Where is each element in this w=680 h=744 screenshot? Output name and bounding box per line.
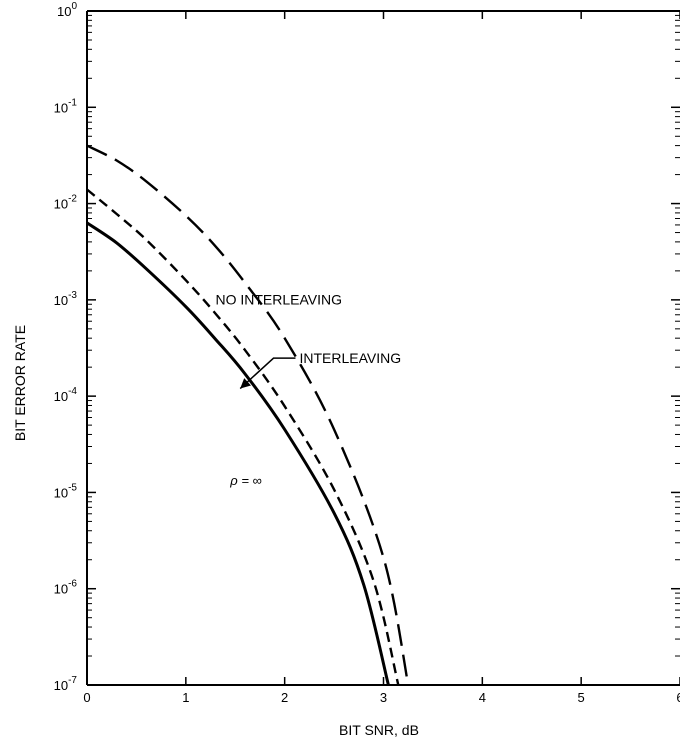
y-tick-label: 10-6 [54, 579, 78, 597]
x-tick-label: 4 [479, 690, 486, 705]
annotation-interleaving: INTERLEAVING [299, 350, 401, 366]
series-line-solid [86, 221, 390, 686]
right-axis-ticks [671, 10, 680, 686]
y-tick-label-exponent: -7 [68, 675, 77, 686]
x-tick-label: 5 [578, 690, 585, 705]
y-tick-label-base: 10 [57, 4, 71, 19]
y-tick-label-base: 10 [54, 678, 68, 693]
y-tick-label-exponent: -6 [68, 579, 77, 590]
y-tick-label: 10-7 [54, 675, 78, 693]
y-tick-label: 10-1 [54, 97, 78, 115]
y-tick-label-exponent: -5 [68, 482, 77, 493]
x-tick-label: 3 [380, 690, 387, 705]
x-tick-label: 2 [281, 690, 288, 705]
annotation-no-interleaving: NO INTERLEAVING [215, 291, 342, 307]
y-tick-label: 10-5 [54, 482, 78, 500]
y-tick-label-base: 10 [54, 293, 68, 308]
interleaving-leader-line [239, 357, 296, 390]
x-tick-label: 1 [182, 690, 189, 705]
y-tick-label-base: 10 [54, 582, 68, 597]
y-tick-label: 100 [57, 1, 77, 19]
y-tick-label-exponent: -4 [68, 386, 77, 397]
y-tick-label-exponent: -2 [68, 194, 77, 205]
plot-frame [86, 10, 680, 686]
y-tick-label-base: 10 [54, 100, 68, 115]
y-axis-label: BIT ERROR RATE [12, 325, 28, 441]
series-line-long-dash [86, 144, 410, 686]
annotation-rho-infinity: ρ = ∞ [229, 473, 262, 488]
y-tick-label-base: 10 [54, 389, 68, 404]
series-group [86, 144, 410, 686]
y-tick-label-base: 10 [54, 485, 68, 500]
y-tick-label-exponent: -1 [68, 97, 77, 108]
y-tick-label-exponent: 0 [71, 1, 77, 12]
x-tick-label: 0 [83, 690, 90, 705]
series-line-short-dash [86, 188, 400, 686]
y-tick-label: 10-4 [54, 386, 78, 404]
annotations: NO INTERLEAVING INTERLEAVING ρ = ∞ [215, 291, 401, 488]
y-tick-label-base: 10 [54, 197, 68, 212]
x-axis: 0 1 2 3 4 5 6 [83, 11, 680, 705]
y-tick-label: 10-3 [54, 290, 78, 308]
x-axis-label: BIT SNR, dB [339, 722, 419, 738]
y-tick-label-exponent: -3 [68, 290, 77, 301]
y-tick-label: 10-2 [54, 194, 78, 212]
x-tick-label: 6 [676, 690, 680, 705]
arrowhead-icon [240, 378, 251, 389]
